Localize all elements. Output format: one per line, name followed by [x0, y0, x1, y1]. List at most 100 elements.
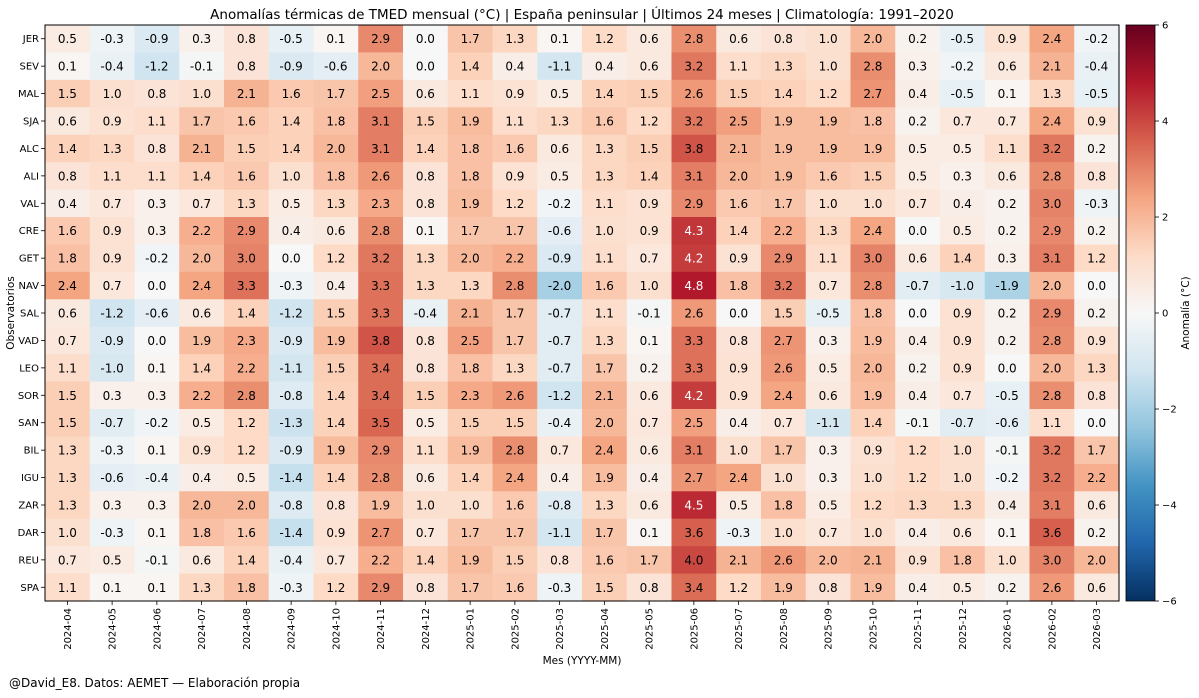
colorbar-tick-label: 6 — [1162, 21, 1168, 32]
cell-value-label: 0.5 — [908, 142, 927, 156]
cell-value-label: 3.2 — [1042, 444, 1061, 458]
cell-value-label: 1.3 — [774, 60, 793, 74]
cell-value-label: 1.9 — [461, 115, 480, 129]
cell-value-label: 0.2 — [998, 197, 1017, 211]
cell-value-label: 1.7 — [461, 526, 480, 540]
heatmap-cell — [1029, 409, 1075, 438]
cell-value-label: 1.7 — [505, 334, 524, 348]
cell-value-label: -0.8 — [279, 389, 302, 403]
heatmap-cell — [895, 546, 941, 575]
heatmap-cell — [45, 25, 91, 54]
heatmap-cell — [984, 79, 1031, 108]
cell-value-label: 1.8 — [461, 142, 480, 156]
cell-value-label: 1.4 — [237, 307, 256, 321]
heatmap-cell — [940, 409, 986, 438]
heatmap-cells: 0.5 -0.3 -0.9 0.3 0.8 -0.5 0.1 2.9 0.0 1.7 1.3 0.1 1… — [45, 25, 1120, 602]
cell-value-label: 0.0 — [908, 224, 927, 238]
heatmap-cell — [537, 491, 583, 520]
heatmap-cell — [895, 217, 941, 246]
cell-value-label: 0.5 — [729, 499, 748, 513]
heatmap-cell — [537, 162, 583, 191]
heatmap-cell — [671, 25, 717, 54]
heatmap-cell — [850, 25, 896, 54]
cell-value-label: -0.5 — [951, 87, 974, 101]
heatmap-cell — [805, 299, 852, 328]
cell-value-label: -0.3 — [100, 526, 123, 540]
cell-value-label: 0.1 — [998, 526, 1017, 540]
heatmap-cell — [582, 79, 628, 108]
cell-value-label: -0.5 — [279, 32, 302, 46]
cell-value-label: 1.4 — [192, 169, 211, 183]
heatmap-cell — [984, 217, 1031, 246]
cell-value-label: 0.8 — [416, 361, 435, 375]
cell-value-label: 1.0 — [819, 32, 838, 46]
heatmap-cell — [268, 326, 315, 355]
cell-value-label: 1.8 — [58, 252, 77, 266]
heatmap-cell — [671, 244, 717, 273]
cell-value-label: 0.1 — [147, 444, 166, 458]
heatmap-cell — [850, 52, 896, 81]
cell-value-label: 2.4 — [774, 389, 793, 403]
heatmap-cell — [805, 79, 852, 108]
cell-value-label: 1.9 — [774, 169, 793, 183]
heatmap-cell — [268, 79, 315, 108]
cell-value-label: -0.4 — [279, 553, 302, 567]
cell-value-label: 1.9 — [819, 115, 838, 129]
heatmap-cell — [403, 299, 449, 328]
cell-value-label: 1.3 — [953, 499, 972, 513]
heatmap-cell — [716, 162, 762, 191]
cell-value-label: 0.5 — [192, 416, 211, 430]
x-tick-label: 2024-06 — [152, 608, 163, 650]
cell-value-label: 1.9 — [326, 444, 345, 458]
heatmap-cell — [1029, 546, 1075, 575]
cell-value-label: -0.3 — [279, 279, 302, 293]
cell-value-label: 2.4 — [1042, 32, 1061, 46]
heatmap-cell — [895, 52, 941, 81]
cell-value-label: 1.1 — [147, 115, 166, 129]
x-tick-label: 2025-12 — [958, 608, 969, 650]
cell-value-label: 3.0 — [1042, 197, 1061, 211]
heatmap-cell — [45, 134, 91, 163]
heatmap-cell — [313, 134, 359, 163]
heatmap-cell — [403, 134, 449, 163]
cell-value-label: 0.7 — [58, 553, 77, 567]
heatmap-cell — [940, 518, 986, 547]
cell-value-label: 2.2 — [192, 389, 211, 403]
cell-value-label: -0.6 — [995, 416, 1018, 430]
cell-value-label: 0.4 — [729, 416, 748, 430]
cell-value-label: -0.1 — [190, 60, 213, 74]
heatmap-cell — [537, 107, 583, 136]
cell-value-label: 0.8 — [416, 197, 435, 211]
heatmap-cell — [45, 79, 91, 108]
heatmap-cell — [582, 436, 628, 465]
heatmap-cell — [403, 463, 449, 492]
heatmap-cell — [358, 436, 404, 465]
cell-value-label: 3.2 — [371, 252, 390, 266]
cell-value-label: -1.4 — [279, 471, 302, 485]
heatmap-cell — [626, 546, 673, 575]
heatmap-cell — [671, 354, 717, 383]
heatmap-cell — [268, 491, 315, 520]
cell-value-label: 1.0 — [103, 87, 122, 101]
heatmap-cell — [89, 491, 136, 520]
cell-value-label: 0.6 — [640, 60, 659, 74]
cell-value-label: 3.1 — [684, 444, 703, 458]
cell-value-label: 0.5 — [819, 499, 838, 513]
cell-value-label: 0.8 — [326, 499, 345, 513]
heatmap-cell — [805, 573, 852, 602]
heatmap-cell — [940, 25, 986, 54]
heatmap-cell — [805, 518, 852, 547]
heatmap-cell — [716, 326, 762, 355]
cell-value-label: 0.9 — [103, 224, 122, 238]
cell-value-label: 2.9 — [684, 197, 703, 211]
cell-value-label: 1.5 — [640, 87, 659, 101]
cell-value-label: 1.3 — [416, 279, 435, 293]
cell-value-label: 1.3 — [326, 197, 345, 211]
cell-value-label: 2.7 — [684, 471, 703, 485]
heatmap-cell — [761, 217, 807, 246]
heatmap-cell — [1074, 162, 1120, 191]
heatmap-cell — [761, 271, 807, 300]
cell-value-label: 2.9 — [371, 32, 390, 46]
cell-value-label: 1.2 — [237, 444, 256, 458]
cell-value-label: 0.0 — [1087, 279, 1106, 293]
